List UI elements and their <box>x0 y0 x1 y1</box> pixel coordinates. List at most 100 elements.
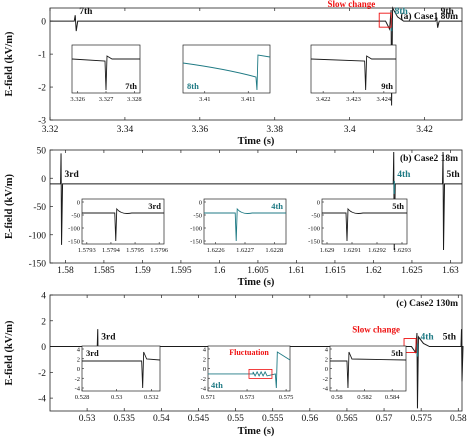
inset-x-tick-label: 3.424 <box>377 96 392 103</box>
inset-label: 7th <box>125 81 137 91</box>
y-tick-label: 0 <box>41 343 46 353</box>
y-tick-label: -2 <box>38 369 46 379</box>
inset-y-tick-label: -100 <box>308 226 320 233</box>
inset-frame <box>81 345 161 392</box>
event-label: 5th <box>447 170 461 180</box>
inset-y-tick-label: 0 <box>77 366 80 373</box>
panel-title: (c) Case2 130m <box>396 298 458 309</box>
x-tick-label: 1.625 <box>401 266 423 276</box>
inset-y-tick-label: -4 <box>75 386 81 393</box>
chart-panel-1: 1.58 1.585 1.59 1.595 1.6 1.605 1.61 1.615 1.62 1… <box>4 147 463 288</box>
inset-x-tick-label: 1.6291 <box>343 247 361 254</box>
inset-x-tick-label: 3.326 <box>70 96 85 103</box>
inset-y-tick-label: -4 <box>323 386 329 393</box>
x-tick-label: 3.42 <box>416 125 433 135</box>
inset-x-tick-label: 1.6227 <box>236 247 255 254</box>
inset-x-tick-label: 1.6228 <box>265 247 283 254</box>
inset-y-tick-label: 4 <box>325 347 329 354</box>
inset-x-tick-label: 0.575 <box>279 394 294 401</box>
inset-label: 3rd <box>148 201 161 211</box>
inset-y-tick-label: 4 <box>203 347 207 354</box>
y-axis-label: E-field (kV/m) <box>4 31 15 97</box>
y-tick-label: -2 <box>38 84 46 94</box>
inset-trace <box>71 55 140 91</box>
y-axis-label: E-field (kV/m) <box>4 173 15 239</box>
inset-y-tick-label: -50 <box>311 213 320 220</box>
inset-y-tick-label: -2 <box>75 376 80 383</box>
inset-frame <box>203 198 287 245</box>
inset-y-tick-label: -50 <box>71 213 80 220</box>
inset-trace <box>82 207 164 242</box>
inset-x-tick-label: 3.411 <box>241 96 255 103</box>
inset-trace <box>204 207 286 242</box>
inset-y-tick-label: -4 <box>201 386 207 393</box>
x-axis-label: Time (s) <box>238 426 275 437</box>
y-tick-label: -150 <box>29 260 47 270</box>
inset-x-tick-label: 0.571 <box>201 394 216 401</box>
inset-1-0: 1.5793 1.5794 1.5795 1.5796 0 -50 -100 -150 3rd <box>68 198 169 254</box>
annotation-box <box>378 12 392 28</box>
x-tick-label: 0.57 <box>376 414 393 424</box>
inset-y-tick-label: 0 <box>325 366 328 373</box>
inset-trace <box>330 351 407 389</box>
inset-x-tick-label: 3.327 <box>99 96 114 103</box>
x-tick-label: 0.575 <box>410 414 432 424</box>
x-tick-label: 0.545 <box>188 414 210 424</box>
x-tick-label: 1.61 <box>288 266 305 276</box>
inset-y-tick-label: -2 <box>201 376 206 383</box>
inset-x-tick-label: 0.584 <box>385 394 400 401</box>
inset-label: 9th <box>381 81 393 91</box>
inset-x-tick-label: 0.53 <box>111 394 122 401</box>
y-axis-label: E-field (kV/m) <box>4 320 15 386</box>
y-tick-label: -4 <box>38 395 46 405</box>
y-tick-label: 0 <box>41 18 46 28</box>
inset-label: 3rd <box>86 348 99 358</box>
inset-y-tick-label: -100 <box>68 226 80 233</box>
inset-y-tick-label: -150 <box>68 239 80 246</box>
x-tick-label: 3.36 <box>192 125 209 135</box>
x-tick-label: 1.605 <box>247 266 269 276</box>
annotation-box <box>403 338 417 354</box>
y-tick-label: 2 <box>41 317 46 327</box>
inset-x-tick-label: 0.532 <box>144 394 159 401</box>
inset-0-2: 3.422 3.423 3.424 9th <box>310 44 397 103</box>
inset-y-tick-label: 4 <box>77 347 81 354</box>
inset-0-0: 3.326 3.327 3.328 7th <box>70 44 142 103</box>
x-tick-label: 0.54 <box>153 414 170 424</box>
inset-x-tick-label: 0.582 <box>357 394 372 401</box>
x-tick-label: 3.4 <box>344 125 356 135</box>
inset-y-tick-label: 2 <box>325 356 328 363</box>
inset-y-tick-label: 2 <box>203 356 206 363</box>
chart-panel-2: 0.53 0.535 0.54 0.545 0.55 0.555 0.56 0.565 0.57… <box>4 292 467 438</box>
event-label: 7th <box>79 7 93 17</box>
y-tick-label: -1 <box>38 51 46 61</box>
inset-y-tick-label: -2 <box>323 376 328 383</box>
x-tick-label: 0.58 <box>450 414 467 424</box>
inset-y-tick-label: 0 <box>317 200 320 207</box>
y-tick-label: 0 <box>41 175 46 185</box>
inset-label: 4th <box>211 380 223 390</box>
inset-x-tick-label: 3.423 <box>346 96 361 103</box>
inset-frame <box>182 44 271 94</box>
x-tick-label: 1.6 <box>213 266 225 276</box>
x-tick-label: 0.56 <box>302 414 319 424</box>
inset-trace <box>182 54 271 91</box>
inset-0-1: 3.41 3.411 8th <box>182 44 271 103</box>
inset-x-tick-label: 3.41 <box>199 96 210 103</box>
event-label: 9th <box>441 7 455 17</box>
inset-x-tick-label: 1.6292 <box>368 247 386 254</box>
fluctuation-box <box>248 368 273 379</box>
x-tick-label: 0.535 <box>114 414 136 424</box>
y-tick-label: -100 <box>29 231 47 241</box>
inset-x-tick-label: 1.6293 <box>393 247 411 254</box>
inset-x-tick-label: 0.58 <box>331 394 342 401</box>
x-tick-label: 0.555 <box>262 414 284 424</box>
inset-trace <box>322 207 407 242</box>
event-label: 3rd <box>101 333 116 343</box>
event-label: 8th <box>395 7 409 17</box>
inset-x-tick-label: 0.528 <box>75 394 90 401</box>
inset-y-tick-label: 0 <box>199 200 202 207</box>
panel-title: (b) Case2 18m <box>400 153 458 164</box>
inset-x-tick-label: 1.5796 <box>150 247 169 254</box>
